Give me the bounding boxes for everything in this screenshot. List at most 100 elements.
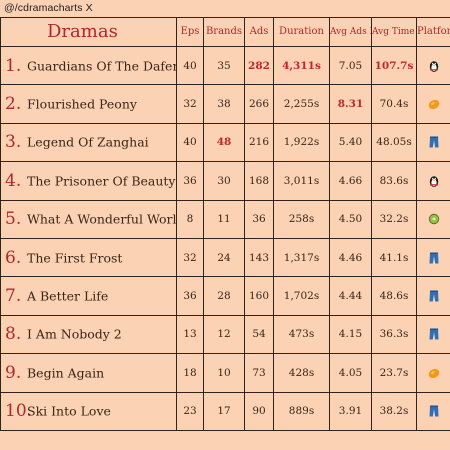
drama-title: A Better Life [27, 288, 109, 304]
jeans-icon [418, 327, 450, 341]
table-row: 4. The Prisoner Of Beauty 36 30 168 3,011s 4.6… [0, 161, 450, 201]
avg-time-cell: 107.7s [371, 45, 417, 86]
brands-cell: 12 [203, 314, 245, 355]
duration-cell: 473s [273, 314, 330, 355]
table-row: 2. Flourished Peony 32 38 266 2,255s 8.31 70.4s [0, 84, 450, 124]
column-header-avg-time: Avg Time Per Ep [371, 17, 417, 47]
column-header-platform: Platform [416, 17, 450, 47]
table-row: 3. Legend Of Zanghai 40 48 216 1,922s 5.40 48.0… [0, 122, 450, 163]
avg-ads-cell: 4.46 [329, 237, 372, 278]
column-header-dramas: Dramas [0, 17, 177, 47]
brands-cell: 11 [203, 199, 245, 239]
column-header-duration: Duration [273, 17, 330, 47]
avg-time-cell: 48.05s [371, 122, 417, 163]
rank-number: 8. [5, 324, 22, 345]
table-row: 5. What A Wonderful World 8 11 36 258s 4.50 32.… [0, 199, 450, 239]
avg-ads-cell: 4.66 [329, 161, 372, 201]
eps-cell: 36 [176, 161, 204, 201]
drama-title: Ski Into Love [27, 403, 111, 419]
header-row: Dramas Eps Brands Ads Duration Avg Ads P… [0, 17, 450, 47]
avg-ads-cell: 3.91 [329, 391, 372, 431]
account-handle: @/cdramacharts X [4, 2, 93, 14]
drama-cell: 3. Legend Of Zanghai [0, 122, 177, 163]
drama-title: Flourished Peony [27, 96, 137, 112]
rank-number: 2. [5, 94, 22, 115]
ads-cell: 168 [244, 161, 274, 201]
drama-title: The First Frost [27, 250, 123, 266]
brands-cell: 35 [203, 45, 245, 86]
rank-number: 4. [5, 170, 22, 191]
column-header-brands: Brands [203, 17, 245, 47]
drama-title: I Am Nobody 2 [27, 326, 122, 342]
platform-cell [416, 276, 450, 316]
drama-cell: 9. Begin Again [0, 353, 177, 393]
avg-time-cell: 36.3s [371, 314, 417, 355]
brands-cell: 10 [203, 353, 245, 393]
duration-cell: 1,702s [273, 276, 330, 316]
drama-cell: 2. Flourished Peony [0, 84, 177, 124]
avg-ads-cell: 8.31 [329, 84, 372, 124]
jeans-icon [418, 404, 450, 418]
eps-cell: 36 [176, 276, 204, 316]
drama-ads-table: Dramas Eps Brands Ads Duration Avg Ads P… [0, 17, 450, 431]
eps-cell: 32 [176, 237, 204, 278]
ads-cell: 282 [244, 45, 274, 86]
platform-cell [416, 391, 450, 431]
eps-cell: 18 [176, 353, 204, 393]
duration-cell: 1,317s [273, 237, 330, 278]
avg-time-cell: 23.7s [371, 353, 417, 393]
penguin-icon [418, 174, 450, 188]
table-row: 10.Ski Into Love 23 17 90 889s 3.91 38.2s [0, 391, 450, 431]
platform-cell [416, 84, 450, 124]
avg-ads-cell: 7.05 [329, 45, 372, 86]
brands-cell: 38 [203, 84, 245, 124]
eps-cell: 23 [176, 391, 204, 431]
platform-cell [416, 45, 450, 86]
avg-ads-cell: 5.40 [329, 122, 372, 163]
eps-cell: 40 [176, 122, 204, 163]
drama-title: The Prisoner Of Beauty [27, 173, 176, 189]
avg-ads-cell: 4.50 [329, 199, 372, 239]
ads-cell: 143 [244, 237, 274, 278]
jeans-icon [418, 289, 450, 303]
penguin-icon [418, 59, 450, 73]
drama-cell: 6. The First Frost [0, 237, 177, 278]
table-row: 7. A Better Life 36 28 160 1,702s 4.44 48.6s [0, 276, 450, 316]
rank-number: 6. [5, 247, 22, 268]
duration-cell: 258s [273, 199, 330, 239]
table-row: 9. Begin Again 18 10 73 428s 4.05 23.7s [0, 353, 450, 393]
brands-cell: 48 [203, 122, 245, 163]
platform-cell [416, 314, 450, 355]
kiwi-icon [418, 212, 450, 226]
rank-number: 10. [5, 401, 33, 422]
eps-cell: 13 [176, 314, 204, 355]
duration-cell: 1,922s [273, 122, 330, 163]
brands-cell: 24 [203, 237, 245, 278]
rank-number: 7. [5, 286, 22, 307]
drama-title: What A Wonderful World [27, 211, 177, 227]
avg-time-cell: 32.2s [371, 199, 417, 239]
avg-time-cell: 70.4s [371, 84, 417, 124]
ads-cell: 160 [244, 276, 274, 316]
avg-time-cell: 38.2s [371, 391, 417, 431]
ads-cell: 90 [244, 391, 274, 431]
column-header-eps: Eps [176, 17, 204, 47]
duration-cell: 3,011s [273, 161, 330, 201]
platform-cell [416, 122, 450, 163]
rank-number: 9. [5, 362, 22, 383]
duration-cell: 428s [273, 353, 330, 393]
avg-time-cell: 48.6s [371, 276, 417, 316]
mango-icon [418, 97, 450, 111]
eps-cell: 40 [176, 45, 204, 86]
drama-title: Guardians Of The Dafeng [27, 58, 177, 74]
ads-cell: 266 [244, 84, 274, 124]
drama-cell: 8. I Am Nobody 2 [0, 314, 177, 355]
table-row: 1. Guardians Of The Dafeng 40 35 282 4,311s 7.… [0, 45, 450, 86]
drama-cell: 7. A Better Life [0, 276, 177, 316]
duration-cell: 889s [273, 391, 330, 431]
avg-time-cell: 41.1s [371, 237, 417, 278]
ads-cell: 73 [244, 353, 274, 393]
brands-cell: 17 [203, 391, 245, 431]
eps-cell: 32 [176, 84, 204, 124]
platform-cell [416, 199, 450, 239]
